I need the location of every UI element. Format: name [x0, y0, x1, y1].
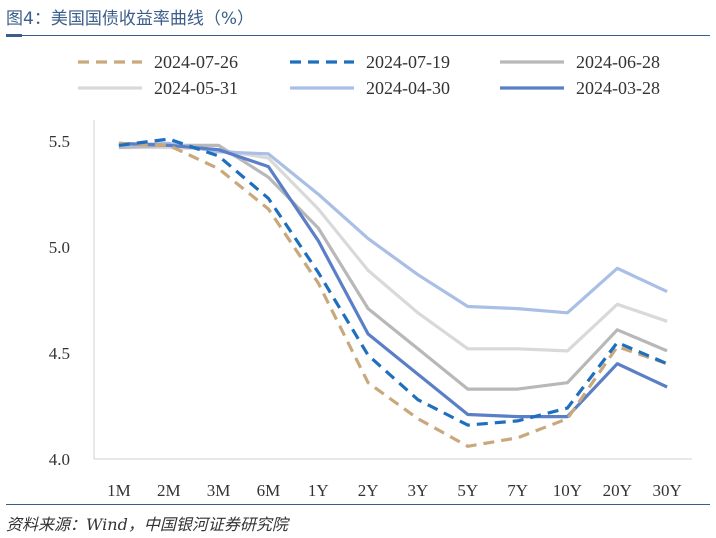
series-line-2024-07-19 [118, 137, 668, 427]
source-note: 资料来源：Wind，中国银河证券研究院 [6, 515, 288, 534]
x-tick-label: 2M [157, 481, 181, 500]
x-tick-label: 5Y [457, 481, 478, 500]
series-line-2024-06-28 [118, 143, 668, 391]
x-tick-label: 3Y [408, 481, 429, 500]
series-line-2024-03-28 [118, 141, 668, 419]
x-tick-label: 1M [107, 481, 131, 500]
y-tick-label: 4.5 [49, 344, 70, 363]
x-tick-label: 3M [207, 481, 231, 500]
title-divider [6, 35, 710, 36]
series-lines [118, 137, 668, 448]
axes: 4.0 4.5 5.0 5.5 1M 2M 3M 6M 1Y 2Y 3Y 5Y 7Y 10Y 20Y 30Y [49, 120, 692, 500]
x-tick-label: 20Y [603, 481, 632, 500]
title-accent-bar [6, 34, 22, 37]
legend: 2024-07-26 2024-07-19 2024-06-28 2024-05-31… [78, 52, 660, 98]
series-line-2024-04-30 [118, 141, 668, 315]
legend-label-2024-05-31: 2024-05-31 [154, 78, 238, 98]
legend-label-2024-06-28: 2024-06-28 [576, 52, 660, 72]
x-tick-label: 1Y [308, 481, 329, 500]
series-line-2024-07-26 [118, 141, 668, 448]
x-tick-label: 10Y [553, 481, 582, 500]
legend-label-2024-07-19: 2024-07-19 [366, 52, 450, 72]
y-tick-label: 4.0 [49, 450, 70, 469]
series-line-2024-05-31 [118, 145, 668, 353]
y-tick-label: 5.5 [49, 132, 70, 151]
x-tick-label: 2Y [358, 481, 379, 500]
x-tick-label: 30Y [652, 481, 681, 500]
y-tick-label: 5.0 [49, 238, 70, 257]
chart-title: 图4：美国国债收益率曲线（%） [6, 9, 254, 29]
x-tick-label: 7Y [507, 481, 528, 500]
source-divider [6, 504, 710, 505]
x-tick-label: 6M [257, 481, 281, 500]
legend-label-2024-04-30: 2024-04-30 [366, 78, 450, 98]
legend-label-2024-07-26: 2024-07-26 [154, 52, 238, 72]
legend-label-2024-03-28: 2024-03-28 [576, 78, 660, 98]
